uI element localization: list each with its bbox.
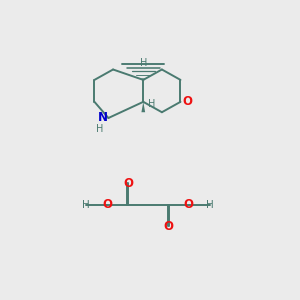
Text: O: O — [183, 198, 194, 211]
Text: N: N — [98, 111, 108, 124]
Text: O: O — [182, 95, 193, 108]
Text: H: H — [82, 200, 90, 210]
Text: O: O — [103, 198, 112, 211]
Text: H: H — [96, 124, 103, 134]
Text: O: O — [163, 220, 173, 232]
Text: O: O — [123, 177, 134, 190]
Text: H: H — [140, 58, 147, 68]
Text: H: H — [206, 200, 213, 210]
Polygon shape — [141, 102, 145, 112]
Text: H: H — [148, 99, 156, 109]
